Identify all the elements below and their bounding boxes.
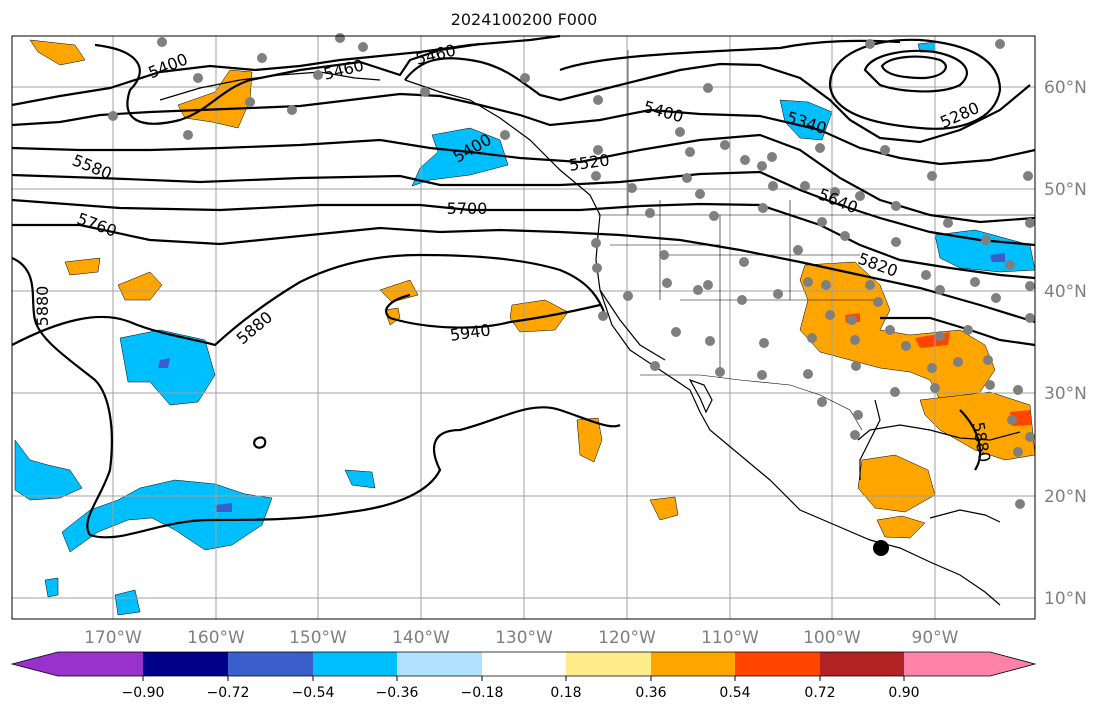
- lon-label: 150°W: [289, 628, 347, 648]
- colorbar-extend-low: [12, 652, 143, 676]
- lat-label: 30°N: [1044, 384, 1087, 404]
- colorbar-tick-label: 0.90: [888, 685, 919, 701]
- lon-label: 160°W: [187, 628, 245, 648]
- lon-label: 90°W: [912, 628, 959, 648]
- station-dots: [108, 33, 1035, 509]
- lon-label: 140°W: [392, 628, 450, 648]
- latitude-labels: 60°N 50°N 40°N 30°N 20°N 10°N: [1044, 78, 1087, 609]
- colorbar-segment: [820, 652, 904, 676]
- colorbar-tick-label: 0.18: [550, 685, 581, 701]
- map-frame: [11, 35, 1036, 620]
- contour-label: 5880: [33, 286, 52, 327]
- colorbar-segment: [651, 652, 735, 676]
- lat-label: 20°N: [1044, 487, 1087, 507]
- lat-label: 40°N: [1044, 282, 1087, 302]
- colorbar-segment: [143, 652, 228, 676]
- map-title: 2024100200 F000: [450, 10, 598, 29]
- longitude-labels: 170°W 160°W 150°W 140°W 130°W 120°W 110°…: [84, 628, 959, 648]
- height-contours: [11, 34, 1036, 539]
- lon-label: 110°W: [701, 628, 759, 648]
- colorbar-tick-label: −0.18: [461, 685, 504, 701]
- colorbar-segment: [228, 652, 313, 676]
- colorbar-tick-label: −0.36: [376, 685, 419, 701]
- colorbar-tick-label: −0.72: [207, 685, 250, 701]
- colorbar-segment: [482, 652, 566, 676]
- contour-label: 5700: [447, 199, 488, 218]
- colorbar-extend-high: [904, 652, 1035, 676]
- colorbar-tick-label: −0.54: [292, 685, 335, 701]
- colorbar-outline: [10, 651, 1037, 677]
- colorbar-segment: [566, 652, 651, 676]
- colorbar-segment: [397, 652, 482, 676]
- marker-dot: [873, 540, 889, 556]
- borders: [598, 50, 1035, 431]
- lon-label: 120°W: [598, 628, 656, 648]
- lon-label: 170°W: [84, 628, 142, 648]
- lat-label: 60°N: [1044, 78, 1087, 98]
- lat-label: 50°N: [1044, 180, 1087, 200]
- colorbar: −0.90 −0.72 −0.54 −0.36 −0.18 0.18 0.36 …: [10, 651, 1037, 701]
- lat-label: 10°N: [1044, 589, 1087, 609]
- colorbar-tick-label: −0.90: [122, 685, 165, 701]
- gridlines: [12, 36, 1035, 619]
- colorbar-tick-label: 0.72: [804, 685, 835, 701]
- colorbar-segment: [735, 652, 820, 676]
- lon-label: 100°W: [803, 628, 861, 648]
- colorbar-tick-label: 0.36: [635, 685, 666, 701]
- lon-label: 130°W: [495, 628, 553, 648]
- colorbar-segment: [313, 652, 397, 676]
- colorbar-tick-label: 0.54: [719, 685, 750, 701]
- shaded-fields: [14, 39, 1036, 616]
